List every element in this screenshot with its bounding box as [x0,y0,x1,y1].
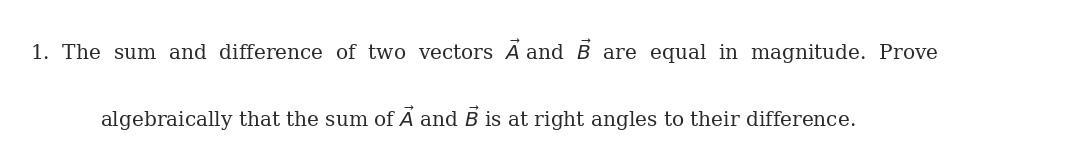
Text: 1.  The  sum  and  difference  of  two  vectors  $\vec{A}$ and  $\vec{B}$  are  : 1. The sum and difference of two vectors… [30,38,939,66]
Text: algebraically that the sum of $\vec{A}$ and $\vec{B}$ is at right angles to thei: algebraically that the sum of $\vec{A}$ … [100,105,856,133]
